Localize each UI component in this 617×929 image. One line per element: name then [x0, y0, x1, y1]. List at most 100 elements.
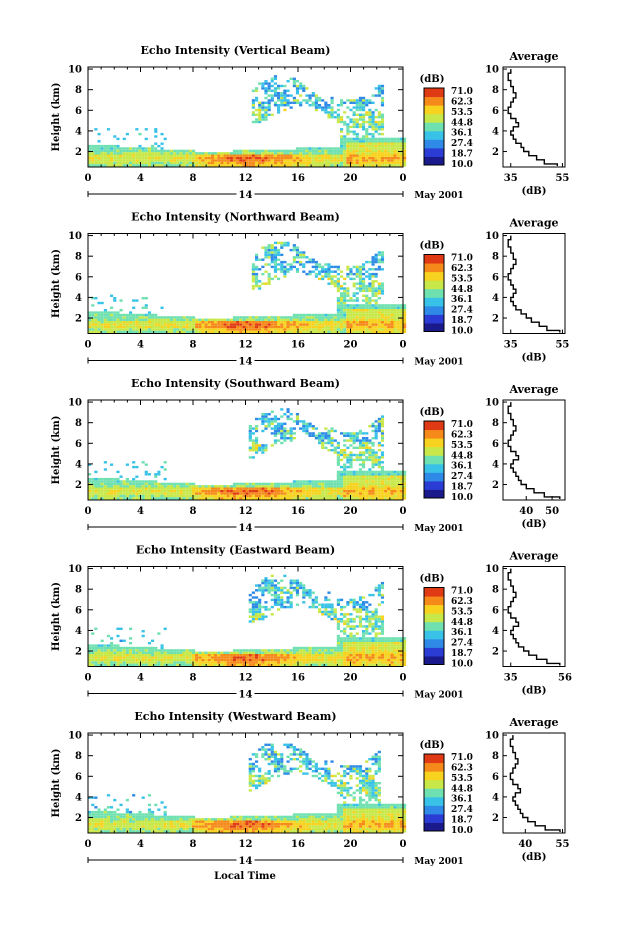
heatmap-cell: [292, 80, 296, 83]
heatmap-cell: [349, 321, 353, 324]
heatmap-cell: [318, 313, 322, 317]
heatmap-cell: [154, 485, 158, 488]
heatmap-cell: [141, 492, 145, 495]
heatmap-cell: [245, 161, 249, 165]
heatmap-cell: [346, 116, 350, 119]
heatmap-cell: [289, 318, 293, 321]
heatmap-cell: [349, 625, 353, 628]
colorbar-segment: [424, 297, 444, 307]
heatmap-cell: [302, 147, 306, 150]
y-tick-label: 2: [75, 314, 82, 325]
heatmap-cell: [368, 441, 372, 445]
heatmap-cell: [204, 154, 208, 157]
heatmap-cell: [349, 475, 353, 478]
heatmap-cell: [343, 323, 347, 326]
heatmap-cell: [163, 661, 167, 664]
heatmap-cell: [198, 318, 202, 321]
heatmap-cell: [299, 161, 303, 165]
heatmap-cell: [157, 497, 161, 500]
heatmap-cell: [264, 251, 268, 254]
heatmap-cell: [374, 120, 378, 124]
heatmap-cell: [110, 144, 114, 148]
heatmap-cell: [103, 494, 107, 498]
heatmap-cell: [283, 268, 287, 271]
heatmap-cell: [106, 654, 111, 657]
heatmap-cell: [396, 316, 400, 319]
heatmap-cell: [362, 313, 366, 317]
heatmap-cell: [251, 615, 255, 618]
heatmap-cell: [255, 610, 259, 614]
heatmap-cell: [173, 494, 177, 498]
heatmap-cell: [100, 325, 104, 329]
heatmap-cell: [261, 282, 265, 285]
heatmap-cell: [141, 487, 145, 490]
heatmap-cell: [283, 104, 287, 107]
y-tick-label: 8: [75, 418, 82, 429]
heatmap-cell: [314, 480, 318, 483]
heatmap-cell: [358, 620, 363, 623]
heatmap-cell: [355, 625, 359, 628]
heatmap-cell: [119, 661, 123, 664]
heatmap-cell: [251, 444, 255, 447]
heatmap-cell: [169, 663, 174, 666]
heatmap-cell: [318, 658, 322, 662]
heatmap-cell: [396, 159, 400, 162]
heatmap-cell: [336, 473, 340, 476]
heatmap-cell: [270, 156, 274, 160]
heatmap-cell: [188, 497, 192, 500]
heatmap-cell: [132, 461, 136, 464]
heatmap-cell: [179, 321, 183, 324]
heatmap-cell: [390, 482, 394, 486]
heatmap-cell: [88, 156, 92, 160]
heatmap-cell: [387, 309, 391, 312]
heatmap-cell: [374, 461, 378, 464]
heatmap-cell: [343, 137, 347, 141]
heatmap-cell: [229, 485, 233, 488]
heatmap-cell: [255, 156, 259, 160]
heatmap-cell: [258, 101, 262, 104]
heatmap-cell: [336, 497, 340, 500]
heatmap-cell: [403, 494, 407, 498]
heatmap-cell: [129, 649, 133, 652]
heatmap-cell: [308, 651, 312, 654]
heatmap-cell: [273, 316, 278, 319]
heatmap-cell: [91, 164, 95, 167]
heatmap-cell: [292, 661, 296, 664]
heatmap-cell: [248, 492, 252, 495]
heatmap-cell: [135, 316, 139, 319]
heatmap-cell: [232, 494, 237, 498]
heatmap-cell: [355, 164, 359, 167]
heatmap-cell: [264, 152, 268, 155]
heatmap-cell: [302, 149, 306, 153]
heatmap-cell: [295, 156, 300, 160]
heatmap-cell: [160, 325, 164, 329]
heatmap-cell: [362, 458, 366, 462]
heatmap-cell: [371, 101, 375, 104]
heatmap-cell: [151, 325, 155, 329]
heatmap-cell: [327, 663, 331, 666]
heatmap-cell: [330, 427, 334, 430]
heatmap-cell: [324, 485, 328, 488]
y-axis-label: Height (km): [51, 249, 62, 318]
heatmap-cell: [368, 154, 372, 157]
heatmap-cell: [380, 152, 385, 155]
heatmap-cell: [368, 272, 372, 276]
heatmap-cell: [340, 620, 344, 623]
heatmap-cell: [305, 159, 309, 162]
heatmap-cell: [362, 116, 366, 119]
heatmap-cell: [277, 661, 281, 664]
heatmap-cell: [399, 140, 403, 143]
heatmap-cell: [377, 485, 381, 488]
heatmap-cell: [267, 253, 271, 257]
heatmap-cell: [340, 477, 344, 481]
heatmap-cell: [113, 644, 117, 647]
heatmap-cell: [195, 489, 199, 493]
heatmap-cell: [267, 161, 271, 165]
heatmap-cell: [267, 658, 271, 662]
heatmap-cell: [223, 663, 227, 666]
heatmap-cell: [182, 325, 186, 329]
heatmap-cell: [182, 154, 186, 157]
heatmap-cell: [214, 159, 218, 162]
heatmap-cell: [103, 485, 107, 488]
heatmap-cell: [358, 323, 363, 326]
